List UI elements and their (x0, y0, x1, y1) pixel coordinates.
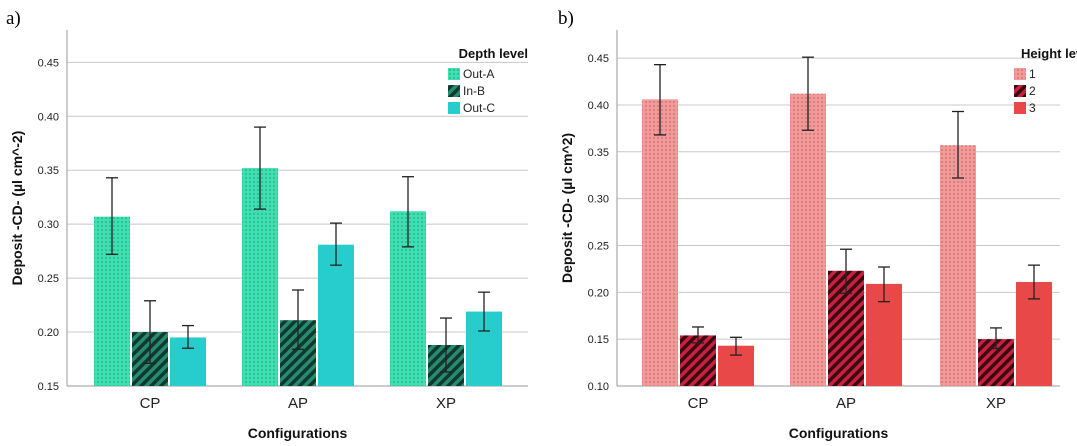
legend-title: Height level (1021, 46, 1077, 61)
error-bar (952, 110, 964, 179)
bar-CP-1 (642, 99, 678, 386)
x-tick-label: XP (986, 395, 1006, 412)
bar-XP-1 (940, 145, 976, 386)
chart-panel-b: b) 0.10 0.15 0.20 0.25 0.30 0.35 0.40 0.45 CP AP XP… (558, 8, 1077, 441)
x-tick-label: CP (688, 395, 709, 412)
y-axis-title: Deposit -CD- (µl cm^2) (559, 133, 575, 283)
bar-AP-Out-C (318, 244, 354, 386)
y-tick-label: 0.10 (588, 381, 609, 393)
bar-AP-1 (790, 93, 826, 386)
legend-label: 2 (1029, 84, 1036, 98)
chart-panel-a: a) 0.15 0.20 0.25 0.30 0.35 0.40 0.45 CP AP XP Conf… (6, 8, 528, 441)
error-bar (730, 336, 742, 356)
error-bar (692, 326, 704, 344)
legend-title: Depth level (459, 46, 528, 61)
panel-label: b) (558, 8, 574, 29)
error-bar (440, 317, 452, 373)
legend-swatch (448, 68, 460, 80)
error-bar (478, 291, 490, 332)
legend-label: 1 (1029, 67, 1036, 81)
y-tick-label: 0.15 (38, 381, 59, 393)
y-tick-label: 0.15 (588, 334, 609, 346)
x-axis-title: Configurations (248, 425, 348, 441)
legend-label: In-B (463, 84, 485, 98)
legend-label: 3 (1029, 101, 1036, 115)
error-bar (330, 222, 342, 266)
y-tick-label: 0.35 (588, 147, 609, 159)
legend-label: Out-C (463, 101, 495, 115)
legend-swatch (448, 102, 460, 114)
panel-label: a) (6, 8, 21, 29)
legend: Height level 1 2 3 (1014, 46, 1077, 115)
y-tick-label: 0.45 (38, 57, 59, 69)
legend-swatch (448, 85, 460, 97)
x-tick-label: AP (836, 395, 856, 412)
error-bar (182, 324, 194, 349)
error-bar (402, 176, 414, 248)
error-bar (878, 266, 890, 303)
error-bar (144, 300, 156, 364)
x-tick-label: AP (288, 395, 308, 412)
error-bar (840, 248, 852, 294)
legend-swatch (1014, 102, 1026, 114)
legend-swatch (1014, 85, 1026, 97)
y-tick-label: 0.30 (38, 219, 59, 231)
error-bar (802, 56, 814, 131)
bar-CP-2 (680, 335, 716, 386)
y-tick-label: 0.35 (38, 165, 59, 177)
error-bar (106, 177, 118, 256)
x-axis-title: Configurations (789, 425, 889, 441)
y-tick-label: 0.40 (38, 111, 59, 123)
y-tick-label: 0.25 (588, 240, 609, 252)
error-bar (292, 289, 304, 350)
legend: Depth level Out-A In-B Out-C (448, 46, 528, 115)
y-tick-label: 0.45 (588, 53, 609, 65)
y-tick-label: 0.25 (38, 273, 59, 285)
y-tick-label: 0.30 (588, 194, 609, 206)
legend-swatch (1014, 68, 1026, 80)
error-bar (254, 126, 266, 210)
y-axis-title: Deposit -CD- (µl cm^-2) (9, 131, 25, 286)
y-tick-label: 0.20 (588, 287, 609, 299)
error-bar (990, 327, 1002, 350)
y-tick-label: 0.40 (588, 100, 609, 112)
error-bar (654, 64, 666, 136)
error-bar (1028, 264, 1040, 300)
y-tick-label: 0.20 (38, 327, 59, 339)
x-tick-label: CP (140, 395, 161, 412)
x-tick-label: XP (436, 395, 456, 412)
legend-label: Out-A (463, 67, 494, 81)
